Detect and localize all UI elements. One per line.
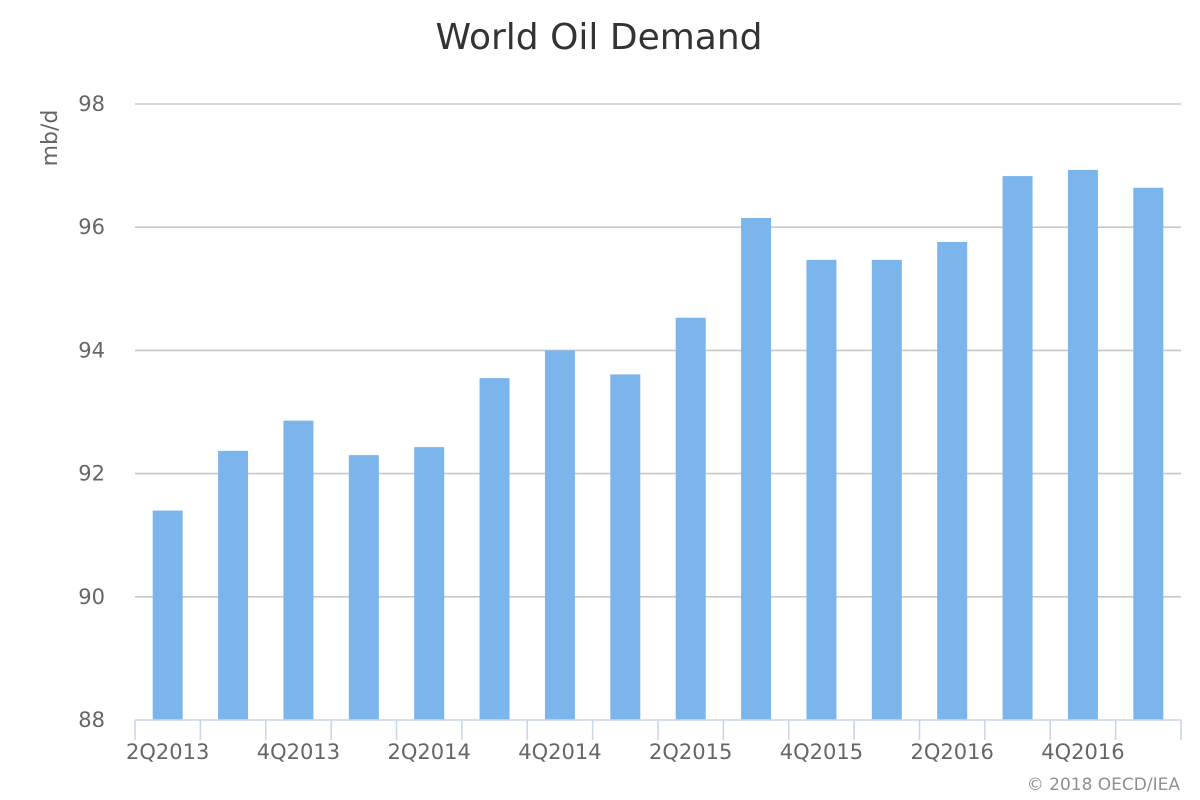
y-tick-label: 88 [78,708,105,732]
x-tick-label: 4Q2014 [518,740,601,764]
x-tick-label: 4Q2013 [257,740,340,764]
y-tick-label: 96 [78,215,105,239]
bar [348,455,379,720]
y-tick-label: 94 [78,338,105,362]
y-tick-label: 90 [78,585,105,609]
bar [1133,187,1164,720]
x-tick-label: 4Q2015 [780,740,863,764]
bar [283,420,314,720]
credit-text: © 2018 OECD/IEA [1027,775,1181,795]
bar [414,447,445,720]
bar [152,510,183,720]
y-tick-label: 98 [78,92,105,116]
bars [152,169,1164,721]
bar [937,241,968,720]
x-tick-label: 2Q2016 [911,740,994,764]
x-tick-label: 4Q2016 [1041,740,1124,764]
bar [218,450,249,720]
bar [871,259,902,720]
bar [544,350,575,720]
bar [610,374,641,720]
y-axis-label: mb/d [38,110,63,167]
bar [1067,169,1098,721]
y-axis-ticks: 88 90 92 94 96 98 [78,92,105,732]
y-tick-label: 92 [78,462,105,486]
chart-title: World Oil Demand [435,17,762,58]
x-tick-label: 2Q2013 [126,740,209,764]
bar [675,317,706,720]
x-axis [134,719,1182,740]
x-axis-ticks: 2Q2013 4Q2013 2Q2014 4Q2014 2Q2015 4Q2015 2Q20… [126,740,1125,764]
bar [806,259,837,720]
bar [1002,176,1033,720]
x-tick-label: 2Q2014 [388,740,471,764]
bar [479,378,510,720]
bar [741,217,772,720]
x-tick-label: 2Q2015 [649,740,732,764]
